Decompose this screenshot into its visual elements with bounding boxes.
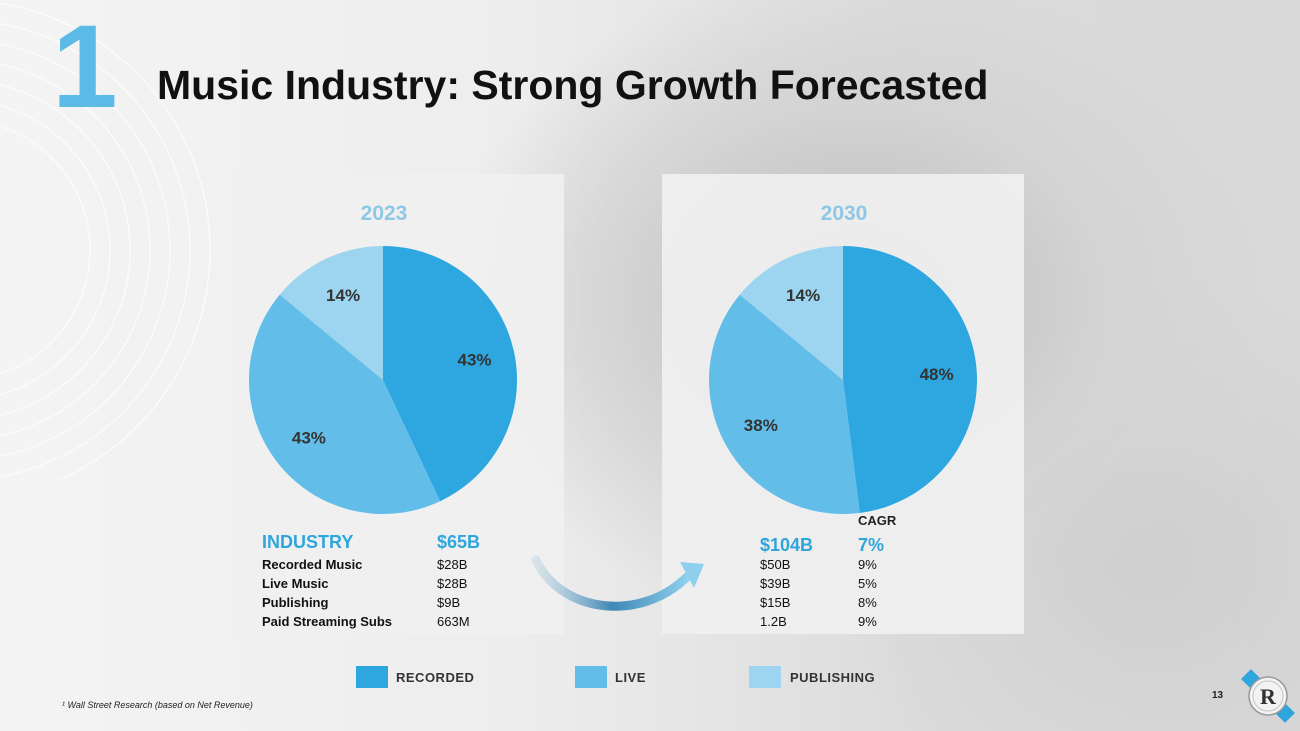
pie-data-label: 38%	[744, 416, 778, 435]
pie-slice-publishing	[279, 246, 383, 380]
legend-label-live: LIVE	[615, 670, 646, 685]
table-cell-2030: $15B	[760, 595, 791, 610]
footnote: ¹ Wall Street Research (based on Net Rev…	[62, 700, 253, 710]
pie-chart-2030: 48% 38% 14%	[709, 246, 977, 514]
table-cell-cagr: 9%	[858, 557, 877, 572]
pie-chart-2023: 43% 43% 14%	[249, 246, 517, 514]
company-logo: R	[1241, 669, 1295, 723]
slide-title: Music Industry: Strong Growth Forecasted	[157, 62, 989, 108]
slide-section-number: 1	[52, 1, 118, 133]
table-row-label: Publishing	[262, 595, 329, 610]
table-header-2023: $65B	[437, 532, 481, 552]
table-cell-2030: $50B	[760, 557, 791, 572]
table-cell-2030: 1.2B	[760, 614, 787, 629]
legend-swatch-live	[575, 666, 607, 688]
pie-slice-recorded	[383, 246, 517, 502]
growth-arrow-icon	[531, 555, 704, 611]
table-row-label: Paid Streaming Subs	[262, 614, 393, 629]
pie-data-label: 43%	[458, 351, 492, 370]
table-cell-2030: $39B	[760, 576, 791, 591]
table-cell-2023: $9B	[437, 595, 461, 610]
pie-data-label: 14%	[326, 286, 360, 305]
pie-slice-live	[709, 294, 860, 514]
legend-swatch-publishing	[749, 666, 781, 688]
table-row-label: Live Music	[262, 576, 329, 591]
pie-data-label: 48%	[920, 365, 954, 384]
decorative-rings	[0, 2, 211, 480]
pie-slice-publishing	[739, 246, 843, 380]
pie-title-2030: 2030	[820, 202, 868, 225]
page-number: 13	[1212, 690, 1224, 701]
table-cell-cagr: 8%	[858, 595, 877, 610]
legend-swatch-recorded	[356, 666, 388, 688]
legend-label-publishing: PUBLISHING	[790, 670, 876, 685]
cagr-label: CAGR	[858, 513, 897, 528]
svg-text:R: R	[1260, 684, 1277, 709]
pie-title-2023: 2023	[360, 202, 408, 225]
table-cell-2023: 663M	[437, 614, 470, 629]
table-row-label: Recorded Music	[262, 557, 363, 572]
table-header-cagr: 7%	[858, 535, 885, 555]
pie-slice-live	[249, 294, 441, 514]
table-cell-cagr: 5%	[858, 576, 877, 591]
pie-slice-recorded	[843, 246, 977, 513]
table-header-2030: $104B	[760, 535, 814, 555]
legend-label-recorded: RECORDED	[396, 670, 475, 685]
table-cell-2023: $28B	[437, 557, 468, 572]
table-cell-2023: $28B	[437, 576, 468, 591]
pie-data-label: 43%	[292, 428, 326, 447]
table-header-label: INDUSTRY	[262, 532, 354, 552]
table-cell-cagr: 9%	[858, 614, 877, 629]
pie-data-label: 14%	[786, 286, 820, 305]
